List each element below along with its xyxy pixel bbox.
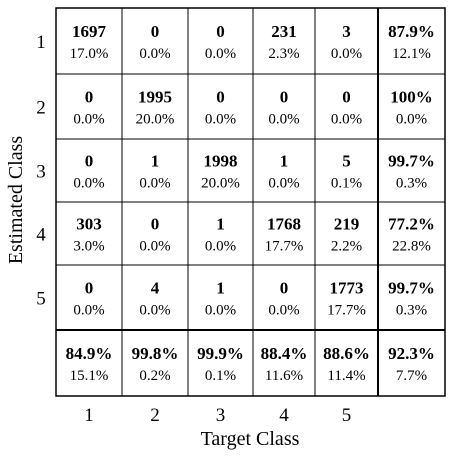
cell-count-value: 1	[216, 279, 225, 298]
cell-count-percent: 0.0%	[73, 176, 104, 192]
row-summary-percent: 0.3%	[396, 176, 427, 192]
cell-count-value: 219	[334, 215, 360, 234]
cell-count-value: 0	[280, 279, 289, 298]
column-summary-percent: 11.6%	[265, 368, 303, 384]
row-summary-value: 100%	[390, 88, 433, 107]
y-tick-label: 5	[36, 289, 46, 310]
cell-count-value: 1768	[267, 215, 301, 234]
cell-count-value: 231	[271, 22, 297, 41]
matrix-cells: 1697 17.0% 0 0.0% 0 0.0% 231 2.3% 3 0.0% 0 0.0% 1995…	[66, 22, 435, 384]
cell-count-value: 303	[76, 215, 102, 234]
overall-accuracy-value: 92.3%	[388, 344, 435, 363]
cell-count-percent: 3.0%	[73, 239, 104, 255]
cell-count-value: 1	[216, 215, 225, 234]
cell-count-value: 1	[151, 152, 160, 171]
axis-ticks: 1 2 3 4 5 1 2 3 4 5	[36, 32, 351, 426]
row-summary-value: 99.7%	[388, 152, 435, 171]
column-summary-percent: 11.4%	[327, 368, 365, 384]
cell-count-value: 0	[151, 22, 160, 41]
cell-count-value: 0	[216, 88, 225, 107]
cell-count-value: 0	[216, 22, 225, 41]
cell-count-value: 3	[342, 22, 351, 41]
x-axis-label: Target Class	[201, 428, 300, 450]
cell-count-percent: 17.0%	[70, 46, 109, 62]
y-tick-label: 1	[36, 32, 46, 53]
y-tick-label: 3	[36, 162, 46, 183]
cell-count-percent: 0.0%	[268, 176, 299, 192]
y-tick-label: 2	[36, 98, 46, 119]
row-summary-value: 87.9%	[388, 22, 435, 41]
column-summary-percent: 0.1%	[205, 368, 236, 384]
cell-count-percent: 0.0%	[205, 303, 236, 319]
cell-count-percent: 17.7%	[327, 303, 366, 319]
cell-count-percent: 2.3%	[268, 46, 299, 62]
cell-count-percent: 0.1%	[331, 176, 362, 192]
column-summary-value: 88.4%	[261, 344, 308, 363]
cell-count-percent: 2.2%	[331, 239, 362, 255]
y-tick-label: 4	[36, 225, 46, 246]
cell-count-percent: 0.0%	[205, 112, 236, 128]
cell-count-value: 1773	[330, 279, 364, 298]
x-tick-label: 1	[84, 405, 94, 426]
row-summary-percent: 22.8%	[392, 239, 431, 255]
row-summary-value: 99.7%	[388, 279, 435, 298]
y-axis-label: Estimated Class	[5, 136, 27, 265]
column-summary-percent: 0.2%	[139, 368, 170, 384]
cell-count-value: 0	[85, 152, 94, 171]
matrix-frame	[55, 7, 446, 397]
cell-count-value: 0	[85, 279, 94, 298]
column-summary-value: 84.9%	[66, 344, 113, 363]
row-summary-percent: 0.3%	[396, 303, 427, 319]
cell-count-value: 1	[280, 152, 289, 171]
cell-count-percent: 0.0%	[139, 303, 170, 319]
cell-count-value: 4	[151, 279, 160, 298]
cell-count-percent: 0.0%	[205, 239, 236, 255]
cell-count-percent: 0.0%	[73, 112, 104, 128]
cell-count-percent: 20.0%	[136, 112, 175, 128]
column-summary-value: 88.6%	[323, 344, 370, 363]
row-summary-percent: 0.0%	[396, 112, 427, 128]
x-tick-label: 2	[150, 405, 160, 426]
cell-count-value: 0	[280, 88, 289, 107]
x-tick-label: 3	[216, 405, 226, 426]
cell-count-value: 0	[85, 88, 94, 107]
cell-count-value: 1697	[72, 22, 107, 41]
cell-count-percent: 0.0%	[268, 303, 299, 319]
cell-count-percent: 0.0%	[268, 112, 299, 128]
cell-count-percent: 0.0%	[139, 239, 170, 255]
column-summary-value: 99.9%	[197, 344, 244, 363]
cell-count-percent: 17.7%	[265, 239, 304, 255]
x-tick-label: 5	[342, 405, 352, 426]
cell-count-value: 1995	[138, 88, 172, 107]
cell-count-value: 1998	[204, 152, 238, 171]
matrix-grid	[55, 7, 446, 397]
cell-count-percent: 0.0%	[331, 112, 362, 128]
column-summary-percent: 15.1%	[70, 368, 109, 384]
cell-count-value: 0	[151, 215, 160, 234]
row-summary-percent: 12.1%	[392, 46, 431, 62]
cell-count-percent: 0.0%	[73, 303, 104, 319]
cell-count-percent: 0.0%	[139, 176, 170, 192]
cell-count-value: 0	[342, 88, 351, 107]
cell-count-percent: 0.0%	[139, 46, 170, 62]
overall-accuracy-percent: 7.7%	[396, 368, 427, 384]
cell-count-percent: 0.0%	[331, 46, 362, 62]
row-summary-value: 77.2%	[388, 215, 435, 234]
cell-count-percent: 0.0%	[205, 46, 236, 62]
x-tick-label: 4	[279, 405, 289, 426]
column-summary-value: 99.8%	[132, 344, 179, 363]
cell-count-value: 5	[342, 152, 351, 171]
cell-count-percent: 20.0%	[201, 176, 240, 192]
